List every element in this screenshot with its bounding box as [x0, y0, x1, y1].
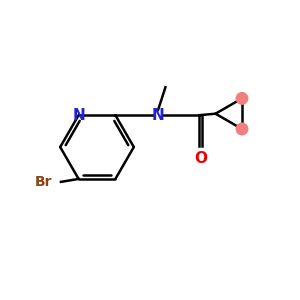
Circle shape	[236, 122, 248, 136]
Text: O: O	[194, 152, 207, 166]
Text: Br: Br	[34, 175, 52, 189]
Text: N: N	[72, 108, 85, 123]
Text: N: N	[152, 108, 164, 123]
Circle shape	[236, 92, 248, 105]
